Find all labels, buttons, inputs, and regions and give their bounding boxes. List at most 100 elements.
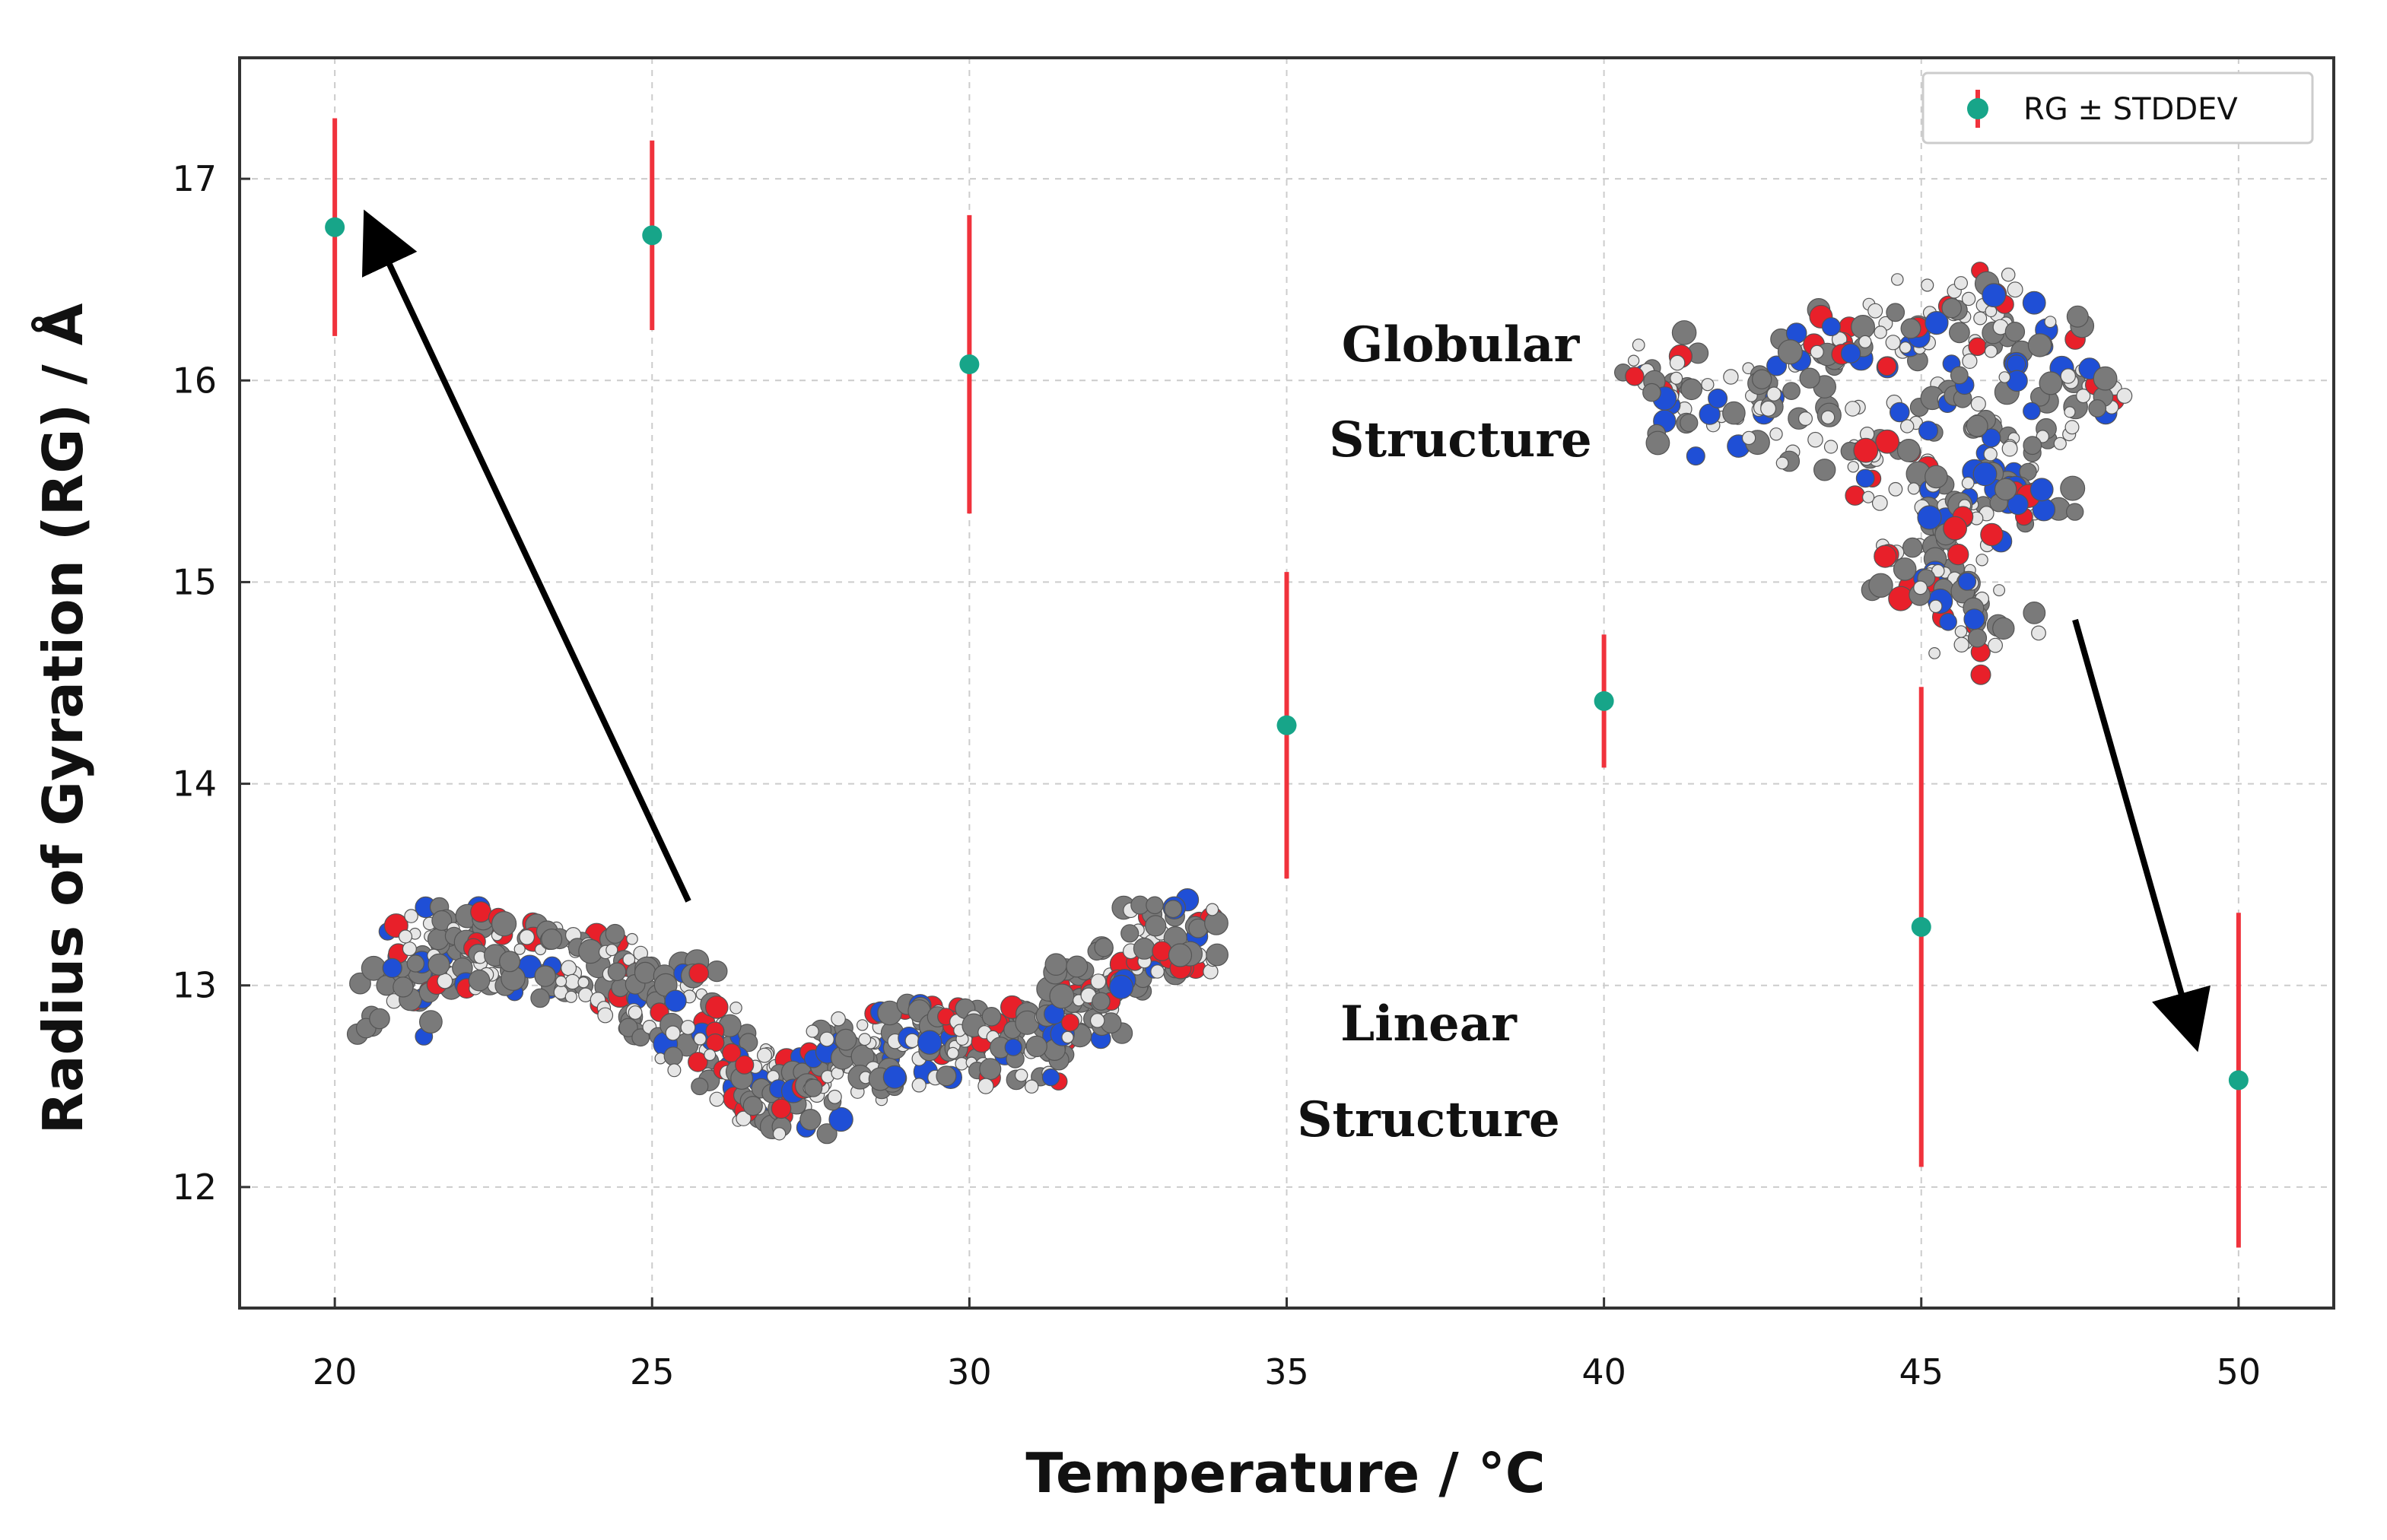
molecule-atom [742, 1095, 763, 1116]
molecule-atom [1868, 573, 1893, 599]
molecule-atom [2088, 399, 2107, 418]
molecule-atom [1925, 465, 1948, 489]
molecule-atom [1821, 317, 1841, 337]
molecule-atom [1632, 338, 1645, 352]
molecule-atom [977, 1078, 994, 1094]
molecule-atom [1962, 353, 1978, 369]
molecule-atom [736, 1110, 752, 1126]
molecule-atom [382, 957, 402, 979]
molecule-atom [1954, 625, 1968, 638]
molecule-atom [631, 1028, 650, 1047]
molecule-atom [1950, 366, 1969, 385]
molecule-atom [1980, 522, 2004, 547]
molecule-atom [1807, 431, 1823, 448]
molecule-atom [1867, 303, 1883, 319]
molecule-atom [2022, 291, 2046, 315]
molecule-atom [2060, 368, 2076, 384]
molecule-atom [667, 1063, 682, 1078]
molecule-atom [2066, 305, 2089, 328]
x-tick-label: 30 [947, 1351, 992, 1392]
molecule-atom [1810, 345, 1824, 359]
molecule-atom [499, 951, 521, 973]
molecule-atom [739, 1033, 758, 1053]
molecule-atom [1766, 386, 1782, 402]
molecule-atom [2007, 494, 2029, 516]
molecule-atom [1992, 617, 2015, 640]
molecule-atom [2031, 625, 2046, 641]
molecule-atom [693, 1032, 707, 1046]
molecule-atom [1094, 937, 1114, 957]
x-tick-label: 35 [1264, 1351, 1309, 1392]
molecule-atom [2004, 322, 2026, 342]
molecule-atom [519, 929, 535, 945]
data-series [325, 118, 2249, 1248]
data-point [1276, 715, 1297, 735]
molecule-atom [1701, 378, 1715, 392]
molecule-atom [858, 1033, 872, 1046]
molecule-atom [605, 923, 625, 944]
molecule-atom [936, 1065, 957, 1087]
molecule-atom [1871, 495, 1888, 511]
molecule-atom [1899, 419, 1915, 433]
molecule-atom [1925, 311, 1949, 335]
molecule-atom [2076, 388, 2091, 404]
molecule-atom [1875, 429, 1900, 454]
molecule-atom [1645, 430, 1670, 456]
molecule-atom [1206, 943, 1228, 967]
molecule-atom [946, 1046, 959, 1059]
molecule-atom [1669, 354, 1686, 371]
molecule-atom [1777, 339, 1803, 365]
molecule-atom [816, 1123, 838, 1145]
x-tick-label: 40 [1581, 1351, 1626, 1392]
molecule-atom [1049, 983, 1075, 1009]
molecule-atom [1845, 401, 1861, 417]
molecule-atom [470, 901, 492, 923]
molecule-atom [437, 973, 453, 989]
molecule-atom [1041, 1068, 1060, 1087]
molecule-atom [911, 1078, 927, 1093]
molecule-atom [1902, 537, 1923, 558]
molecule-atom [1963, 608, 1985, 630]
molecule-atom [828, 1107, 853, 1132]
molecule-atom [1982, 428, 2001, 448]
molecule-atom [1671, 320, 1697, 345]
molecule-atom [1627, 354, 1640, 367]
molecule-atom [1723, 369, 1739, 385]
molecule-atom [634, 961, 656, 984]
molecule-atom [1961, 476, 1975, 490]
molecule-atom [406, 954, 425, 973]
molecule-atom [1799, 367, 1820, 389]
molecule-atom [771, 1098, 792, 1119]
molecule-atom [1928, 647, 1941, 659]
molecule-atom [1967, 628, 1988, 648]
molecule-atom [688, 1052, 708, 1072]
molecule-atom [1120, 924, 1139, 943]
molecule-atom [393, 976, 414, 998]
molecule-atom [1092, 992, 1111, 1011]
molecule-atom [704, 995, 729, 1019]
axis-ticks: 20 25 30 35 40 45 50 12 13 14 15 16 17 [172, 158, 2261, 1392]
molecule-atom [981, 1007, 1002, 1027]
molecule-atom [2064, 406, 2076, 418]
molecule-atom [756, 1047, 772, 1063]
molecule-atom [369, 1008, 390, 1030]
molecule-atom [772, 1127, 787, 1141]
molecule-atom [1203, 964, 1219, 980]
molecule-atom [1913, 580, 1928, 595]
x-tick-label: 25 [630, 1351, 675, 1392]
molecule-atom [799, 1108, 822, 1131]
molecule-atom [427, 953, 450, 976]
molecule-atom [1874, 545, 1897, 568]
molecule-atom [491, 911, 517, 937]
molecule-atom [2093, 366, 2118, 391]
molecule-atom [1090, 973, 1107, 989]
molecule-atom [1953, 637, 1969, 653]
molecule-atom [1970, 395, 1986, 412]
molecule-atom [819, 1031, 834, 1047]
molecule-atom [917, 1030, 942, 1055]
molecule-atom [1206, 903, 1219, 916]
molecule-atom [577, 976, 590, 989]
molecule-atom [530, 988, 550, 1008]
molecule-atom [1957, 572, 1977, 591]
